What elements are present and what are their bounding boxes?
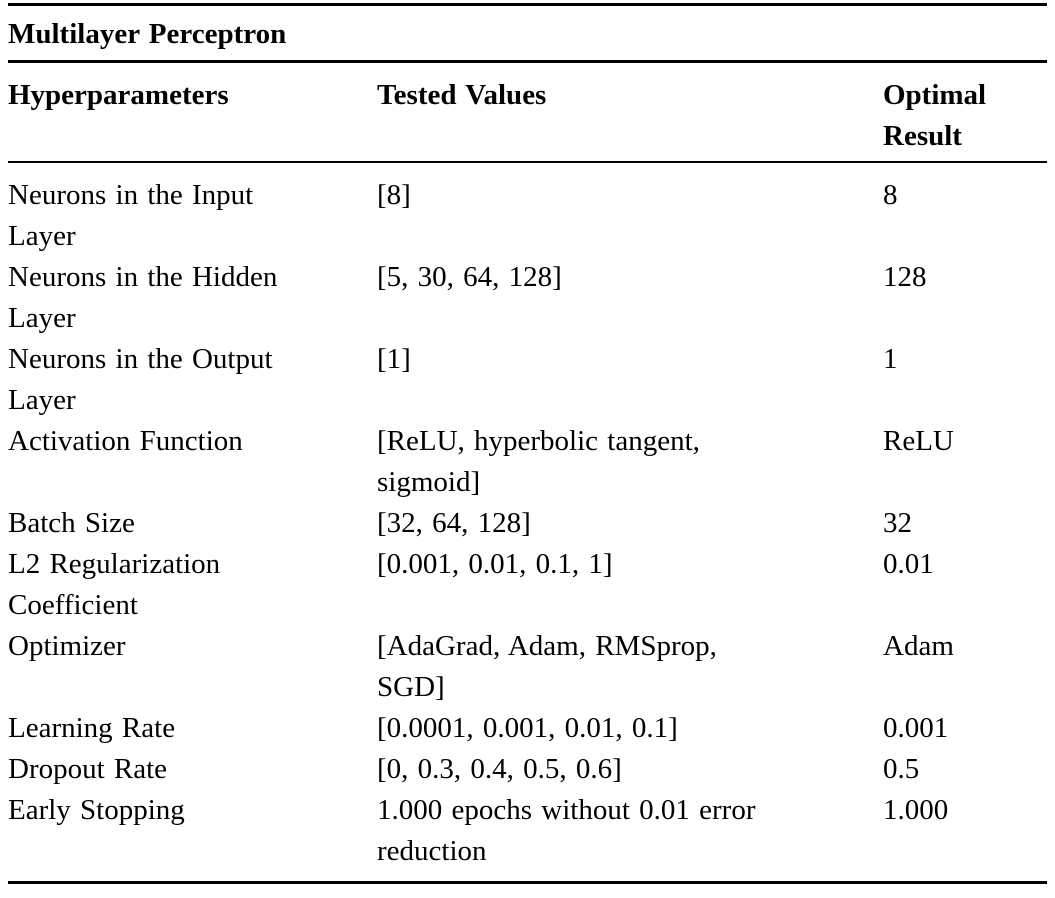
cell-hyperparameter: Neurons in the Output Layer xyxy=(8,343,273,416)
cell-optimal-result: 8 xyxy=(883,179,898,211)
cell-optimal-result: 1 xyxy=(883,343,898,375)
hyperparameter-table: Multilayer Perceptron Hyperparameters Te… xyxy=(8,3,1048,884)
cell-tested-values: 1.000 epochs without 0.01 error reductio… xyxy=(377,794,756,867)
cell-hyperparameter: Dropout Rate xyxy=(8,753,168,785)
table-row: Activation Function [ReLU, hyperbolic ta… xyxy=(8,421,1047,503)
cell-optimal-result: 32 xyxy=(883,507,912,539)
cell-hyperparameter: Batch Size xyxy=(8,507,135,539)
cell-hyperparameter: Neurons in the Input Layer xyxy=(8,179,254,252)
table-row: Neurons in the Hidden Layer [5, 30, 64, … xyxy=(8,257,1047,339)
cell-optimal-result: 0.5 xyxy=(883,753,920,785)
cell-tested-values: [0.0001, 0.001, 0.01, 0.1] xyxy=(377,712,678,744)
cell-hyperparameter: Neurons in the Hidden Layer xyxy=(8,261,278,334)
cell-optimal-result: Adam xyxy=(883,630,954,662)
table-row: Neurons in the Output Layer [1] 1 xyxy=(8,339,1047,421)
cell-hyperparameter: Early Stopping xyxy=(8,794,185,826)
table-row: Learning Rate [0.0001, 0.001, 0.01, 0.1]… xyxy=(8,708,1047,749)
cell-optimal-result: 0.001 xyxy=(883,712,949,744)
cell-tested-values: [1] xyxy=(377,343,411,375)
cell-hyperparameter: Optimizer xyxy=(8,630,126,662)
cell-hyperparameter: L2 Regularization Coefficient xyxy=(8,548,221,621)
column-header-hyperparameters: Hyperparameters xyxy=(8,61,377,163)
table-title: Multilayer Perceptron xyxy=(8,4,1048,63)
table-header-row: Hyperparameters Tested Values Optimal Re… xyxy=(8,61,1048,163)
column-header-tested-values: Tested Values xyxy=(377,61,883,163)
table-row: Dropout Rate [0, 0.3, 0.4, 0.5, 0.6] 0.5 xyxy=(8,749,1047,790)
cell-tested-values: [ReLU, hyperbolic tangent, sigmoid] xyxy=(377,425,700,498)
cell-optimal-result: 128 xyxy=(883,261,927,293)
cell-optimal-result: 1.000 xyxy=(883,794,949,826)
cell-tested-values: [32, 64, 128] xyxy=(377,507,531,539)
cell-tested-values: [0.001, 0.01, 0.1, 1] xyxy=(377,548,613,580)
table-row: Early Stopping 1.000 epochs without 0.01… xyxy=(8,790,1047,883)
table-row: Neurons in the Input Layer [8] 8 xyxy=(8,162,1047,257)
cell-tested-values: [8] xyxy=(377,179,411,211)
cell-hyperparameter: Learning Rate xyxy=(8,712,176,744)
cell-tested-values: [5, 30, 64, 128] xyxy=(377,261,562,293)
cell-hyperparameter: Activation Function xyxy=(8,425,243,457)
cell-tested-values: [AdaGrad, Adam, RMSprop, SGD] xyxy=(377,630,717,703)
table-row: Batch Size [32, 64, 128] 32 xyxy=(8,503,1047,544)
table-title-row: Multilayer Perceptron xyxy=(8,4,1048,63)
cell-optimal-result: ReLU xyxy=(883,425,954,457)
table-row: L2 Regularization Coefficient [0.001, 0.… xyxy=(8,544,1047,626)
cell-optimal-result: 0.01 xyxy=(883,548,934,580)
table-row: Optimizer [AdaGrad, Adam, RMSprop, SGD] … xyxy=(8,626,1047,708)
cell-tested-values: [0, 0.3, 0.4, 0.5, 0.6] xyxy=(377,753,622,785)
column-header-optimal-result: Optimal Result xyxy=(883,61,1048,163)
